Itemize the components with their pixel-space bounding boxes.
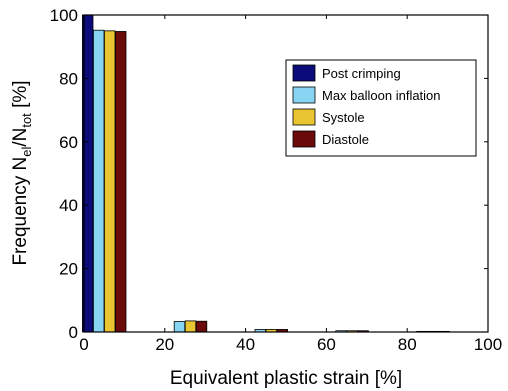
x-tick-label-40: 40 — [236, 335, 255, 354]
legend-label-post-crimping: Post crimping — [322, 66, 401, 81]
legend-swatch-systole — [292, 108, 316, 126]
ticks-group: 0 20 40 60 80 100 0 20 40 60 80 100 — [50, 6, 503, 354]
bar-diastole-5 — [115, 31, 127, 333]
y-tick-label-60: 60 — [59, 133, 78, 152]
y-label-sub-tot: tot — [19, 113, 34, 128]
legend-swatch-max-balloon-inflation — [292, 86, 316, 104]
y-label-sub-el: el — [19, 147, 34, 157]
x-tick-label-100: 100 — [474, 335, 502, 354]
x-tick-label-20: 20 — [155, 335, 174, 354]
bar-diastole-25 — [195, 320, 208, 333]
x-tick-label-60: 60 — [317, 335, 336, 354]
y-tick-label-20: 20 — [59, 260, 78, 279]
y-label-part-2: /N — [10, 128, 31, 147]
y-tick-label-0: 0 — [69, 323, 78, 342]
bar-max-balloon-inflation-5 — [93, 29, 105, 333]
legend-swatch-post-crimping — [292, 64, 316, 82]
legend-label-diastole: Diastole — [322, 132, 369, 147]
y-label-part-1: Frequency N — [10, 157, 31, 266]
bar-systole-25 — [184, 320, 197, 333]
bar-max-balloon-inflation-25 — [173, 321, 186, 333]
y-label-part-3: [%] — [10, 80, 31, 113]
legend-swatch-diastole — [292, 130, 316, 148]
legend-label-systole: Systole — [322, 110, 365, 125]
x-tick-label-0: 0 — [79, 335, 88, 354]
y-tick-label-100: 100 — [50, 6, 78, 25]
bar-systole-5 — [104, 30, 116, 333]
y-tick-label-80: 80 — [59, 69, 78, 88]
bars-group — [82, 14, 450, 333]
y-tick-label-40: 40 — [59, 196, 78, 215]
x-tick-label-80: 80 — [398, 335, 417, 354]
plot-frame — [83, 14, 489, 333]
legend-label-max-balloon-inflation: Max balloon inflation — [322, 88, 441, 103]
legend-box — [285, 59, 477, 157]
legend: Post crimping Max balloon inflation Systol… — [285, 59, 477, 157]
x-axis-label: Equivalent plastic strain [%] — [170, 368, 402, 389]
y-axis-label: Frequency Nel/Ntot [%] — [10, 80, 34, 265]
